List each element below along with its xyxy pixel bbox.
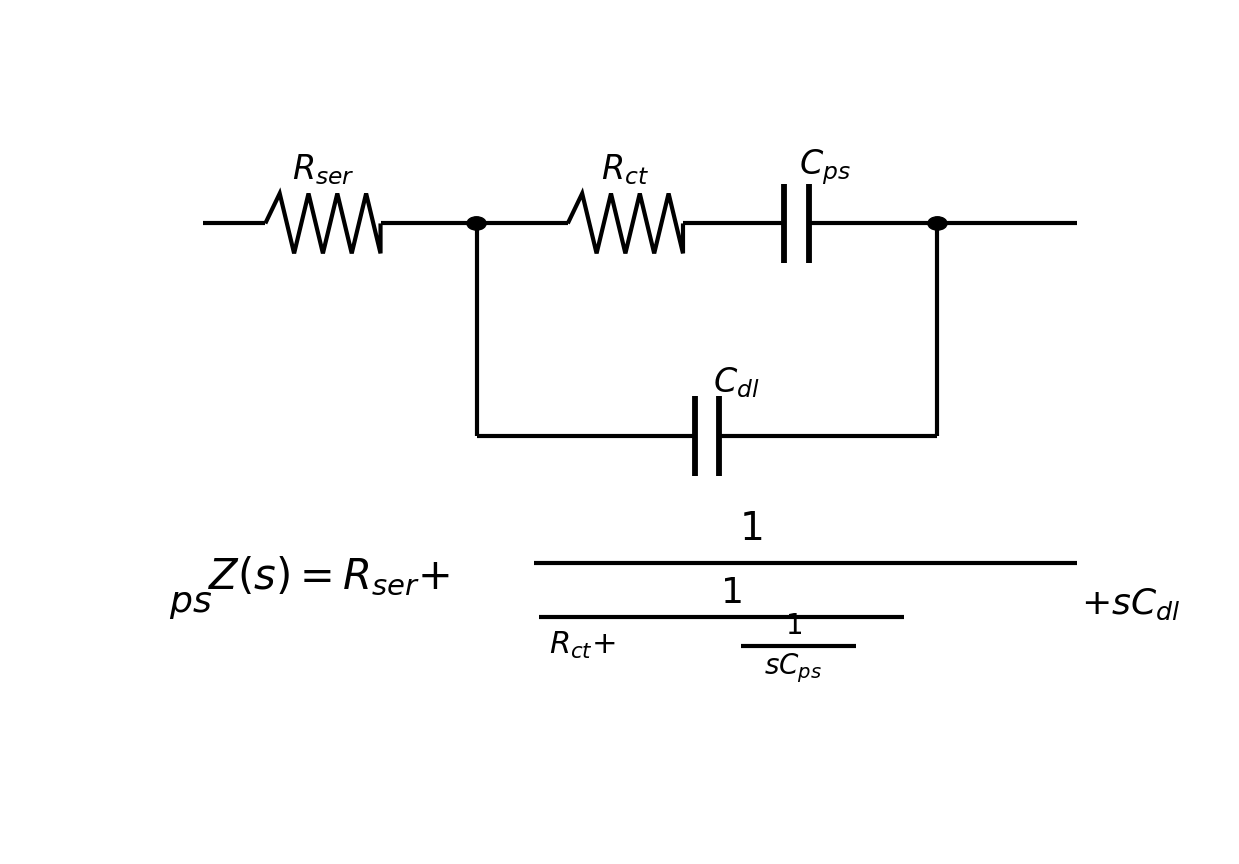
Text: $1$: $1$ xyxy=(738,511,762,549)
Text: $1$: $1$ xyxy=(786,612,802,640)
Text: $sC_{ps}$: $sC_{ps}$ xyxy=(764,651,823,684)
Text: $1$: $1$ xyxy=(720,575,742,610)
Circle shape xyxy=(928,217,947,230)
Text: $C_{ps}$: $C_{ps}$ xyxy=(799,147,851,187)
Text: $C_{dl}$: $C_{dl}$ xyxy=(712,365,760,400)
Text: $Z(s){=}R_{ser}{+}$: $Z(s){=}R_{ser}{+}$ xyxy=(208,555,450,598)
Text: $R_{ct}$: $R_{ct}$ xyxy=(601,152,649,187)
Text: $+sC_{dl}$: $+sC_{dl}$ xyxy=(1082,587,1181,621)
Text: $R_{ser}$: $R_{ser}$ xyxy=(291,152,354,187)
Circle shape xyxy=(467,217,486,230)
Text: $ps$: $ps$ xyxy=(170,587,212,621)
Text: $R_{ct}{+}$: $R_{ct}{+}$ xyxy=(549,631,615,662)
